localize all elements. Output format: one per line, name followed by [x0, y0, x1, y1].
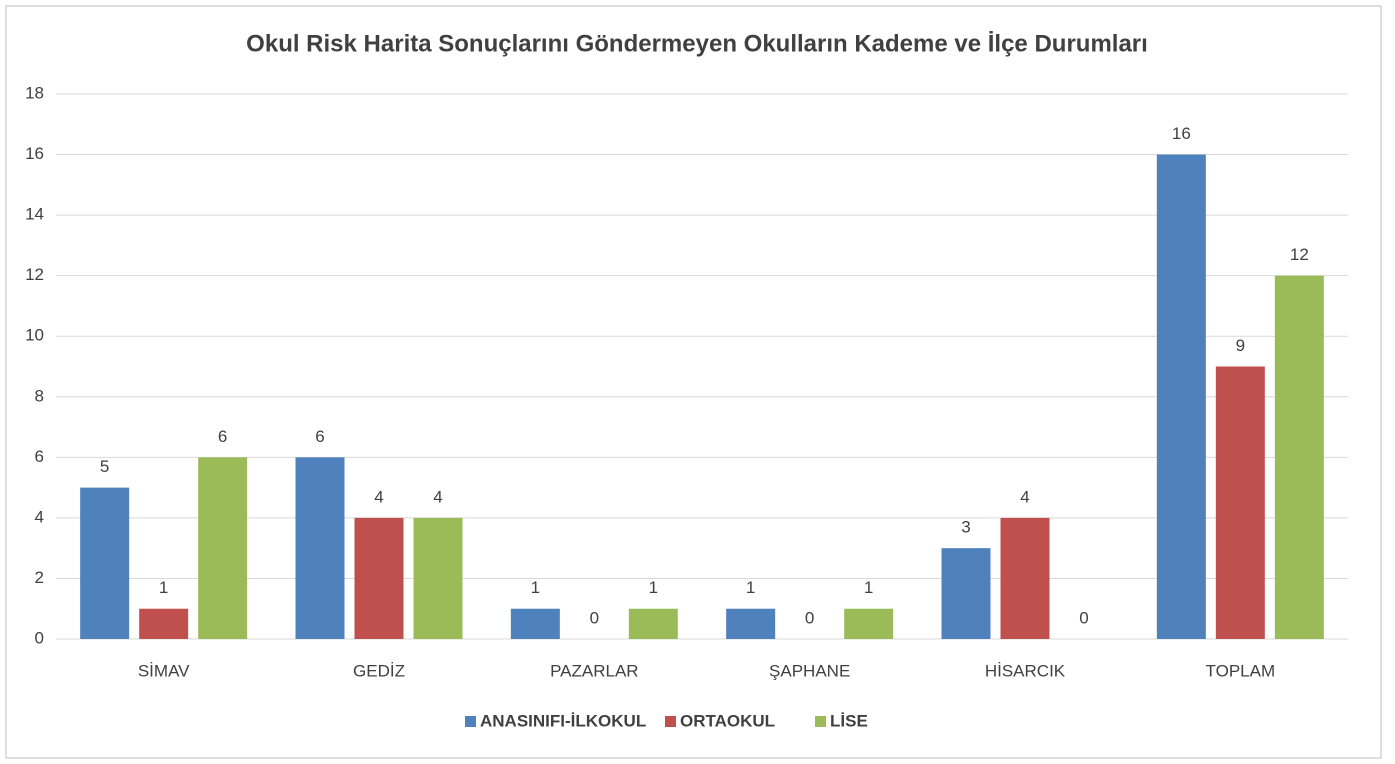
y-tick-label: 6 [35, 447, 44, 466]
bar [941, 548, 991, 639]
bar [726, 608, 776, 639]
y-tick-label: 18 [25, 83, 44, 102]
data-label: 1 [649, 578, 658, 597]
legend-swatch [815, 716, 826, 727]
bar [198, 457, 248, 639]
bar [628, 608, 678, 639]
data-label: 5 [100, 457, 109, 476]
data-label: 0 [590, 608, 599, 627]
data-label: 3 [961, 518, 970, 537]
x-tick-label: PAZARLAR [550, 661, 639, 680]
bar [295, 457, 345, 639]
data-label: 4 [374, 487, 383, 506]
x-tick-label: HİSARCIK [985, 661, 1066, 680]
data-label: 0 [1079, 608, 1088, 627]
bar [139, 608, 189, 639]
data-label: 4 [433, 487, 442, 506]
data-label: 0 [805, 608, 814, 627]
x-tick-label: TOPLAM [1206, 661, 1276, 680]
legend-swatch [665, 716, 676, 727]
bar [1274, 275, 1324, 639]
y-tick-label: 0 [35, 628, 44, 647]
bar [844, 608, 894, 639]
data-label: 1 [159, 578, 168, 597]
data-label: 16 [1172, 124, 1191, 143]
data-label: 1 [746, 578, 755, 597]
legend-label: ORTAOKUL [680, 711, 775, 730]
x-tick-label: ŞAPHANE [769, 661, 850, 680]
y-tick-label: 4 [35, 507, 44, 526]
data-label: 9 [1236, 336, 1245, 355]
data-label: 1 [531, 578, 540, 597]
bar [510, 608, 560, 639]
y-tick-label: 12 [25, 265, 44, 284]
x-tick-label: SİMAV [138, 661, 190, 680]
bar [413, 517, 463, 639]
data-label: 6 [218, 427, 227, 446]
y-tick-label: 16 [25, 144, 44, 163]
bar [1000, 517, 1050, 639]
y-tick-label: 10 [25, 326, 44, 345]
data-label: 4 [1020, 487, 1029, 506]
data-label: 12 [1290, 245, 1309, 264]
legend-label: ANASINIFI-İLKOKUL [480, 711, 646, 730]
bar [80, 487, 130, 639]
bar [1215, 366, 1265, 639]
bar [354, 517, 404, 639]
y-tick-label: 2 [35, 568, 44, 587]
legend-label: LİSE [830, 711, 868, 730]
legend-swatch [465, 716, 476, 727]
chart-title: Okul Risk Harita Sonuçlarını Göndermeyen… [246, 30, 1148, 57]
y-tick-label: 8 [35, 386, 44, 405]
data-label: 6 [315, 427, 324, 446]
y-tick-label: 14 [25, 205, 44, 224]
data-label: 1 [864, 578, 873, 597]
x-tick-label: GEDİZ [353, 661, 405, 680]
bar [1156, 154, 1206, 640]
